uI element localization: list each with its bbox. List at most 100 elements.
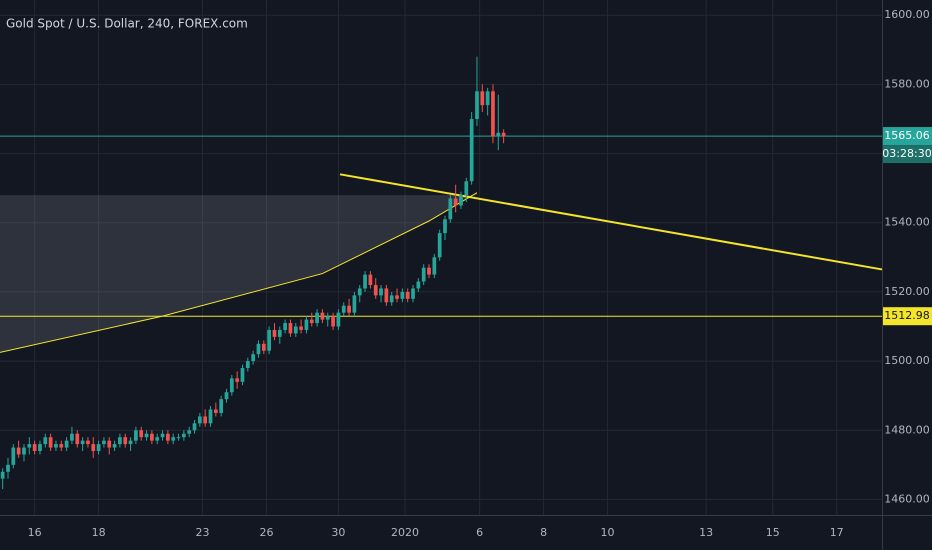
candle-body bbox=[491, 91, 495, 137]
candle-body bbox=[118, 437, 122, 445]
y-tick-label: 1500.00 bbox=[884, 354, 930, 367]
candle-body bbox=[357, 288, 362, 296]
candle-body bbox=[59, 444, 64, 448]
candle-body bbox=[0, 471, 5, 479]
candle-body bbox=[416, 281, 421, 289]
y-tick-label: 1460.00 bbox=[884, 492, 930, 505]
candle-body bbox=[70, 433, 74, 441]
candle-body bbox=[171, 437, 176, 441]
x-tick-label: 26 bbox=[259, 526, 273, 539]
candle-body bbox=[224, 392, 229, 400]
candle-body bbox=[144, 433, 149, 438]
candle-body bbox=[128, 440, 133, 445]
candle-body bbox=[32, 444, 37, 452]
candle-body bbox=[150, 433, 154, 441]
price-label: 1512.98 bbox=[884, 309, 930, 322]
candle-body bbox=[245, 361, 250, 369]
candle-body bbox=[102, 440, 106, 445]
candle-body bbox=[267, 329, 271, 351]
candle-body bbox=[80, 440, 85, 445]
candle-body bbox=[437, 233, 442, 258]
candle-body bbox=[352, 295, 357, 313]
countdown-box bbox=[883, 145, 932, 164]
candle-body bbox=[480, 91, 485, 106]
y-tick-label: 1480.00 bbox=[884, 423, 930, 436]
x-tick-label: 17 bbox=[830, 526, 844, 539]
candle-body bbox=[256, 343, 261, 355]
candle-body bbox=[379, 288, 383, 296]
candle-body bbox=[309, 319, 314, 324]
candle-body bbox=[485, 91, 490, 106]
candle-body bbox=[197, 416, 202, 424]
candle-body bbox=[427, 267, 431, 275]
candle-body bbox=[293, 326, 298, 334]
candle-body bbox=[405, 291, 410, 299]
candle-body bbox=[400, 291, 405, 299]
candle-body bbox=[469, 118, 474, 182]
x-tick-label: 30 bbox=[331, 526, 345, 539]
candle-body bbox=[464, 181, 469, 196]
candle-body bbox=[459, 195, 463, 206]
x-tick-label: 18 bbox=[92, 526, 106, 539]
candle-body bbox=[6, 464, 10, 472]
candle-body bbox=[283, 323, 287, 330]
candle-body bbox=[453, 198, 458, 206]
candle-body bbox=[277, 329, 282, 337]
candle-body bbox=[251, 354, 256, 362]
y-tick-label: 1520.00 bbox=[884, 285, 930, 298]
candle-body bbox=[192, 423, 197, 431]
candle-body bbox=[219, 399, 224, 413]
candle-body bbox=[203, 416, 208, 424]
candle-body bbox=[96, 444, 101, 452]
candle-body bbox=[48, 437, 53, 448]
candle-body bbox=[373, 284, 378, 296]
candle-body bbox=[187, 430, 192, 434]
candle-body bbox=[11, 447, 16, 465]
candle-body bbox=[16, 447, 21, 455]
candle-body bbox=[107, 440, 112, 448]
candle-body bbox=[421, 267, 426, 282]
candle-body bbox=[139, 430, 144, 438]
candle-body bbox=[261, 343, 266, 351]
candle-body bbox=[448, 198, 453, 220]
countdown: 03:28:30 bbox=[882, 147, 931, 160]
candle-body bbox=[299, 326, 303, 330]
x-tick-label: 13 bbox=[699, 526, 713, 539]
candle-body bbox=[176, 437, 181, 439]
candle-body bbox=[320, 312, 325, 320]
candle-body bbox=[91, 444, 96, 452]
candle-body bbox=[475, 91, 479, 119]
candle-body bbox=[443, 219, 447, 234]
price-label-box bbox=[883, 307, 932, 326]
candle-body bbox=[347, 305, 351, 313]
candle-body bbox=[54, 444, 58, 448]
candle-body bbox=[411, 288, 415, 299]
x-tick-label: 15 bbox=[766, 526, 780, 539]
price-label: 1565.06 bbox=[884, 129, 930, 142]
candle-body bbox=[112, 444, 117, 448]
trendline bbox=[339, 173, 883, 271]
candle-body bbox=[22, 447, 26, 455]
candle-body bbox=[134, 430, 138, 441]
x-tick-label: 6 bbox=[476, 526, 483, 539]
candle-body bbox=[389, 295, 394, 303]
candle-body bbox=[38, 444, 42, 452]
price-label-box bbox=[883, 127, 932, 146]
candle-body bbox=[213, 409, 218, 413]
y-tick-label: 1600.00 bbox=[884, 8, 930, 21]
chart-title: Gold Spot / U.S. Dollar, 240, FOREX.com bbox=[6, 17, 248, 31]
candle-body bbox=[75, 433, 80, 445]
candle-body bbox=[325, 316, 330, 320]
candle-body bbox=[336, 312, 341, 327]
curve bbox=[0, 192, 478, 353]
candle-body bbox=[43, 437, 48, 445]
candle-body bbox=[86, 440, 90, 445]
candle-body bbox=[181, 433, 186, 438]
candle-body bbox=[272, 329, 277, 337]
candle-body bbox=[160, 433, 165, 438]
candle-body bbox=[395, 295, 399, 299]
candle-body bbox=[384, 288, 389, 303]
candle-body bbox=[368, 274, 373, 285]
